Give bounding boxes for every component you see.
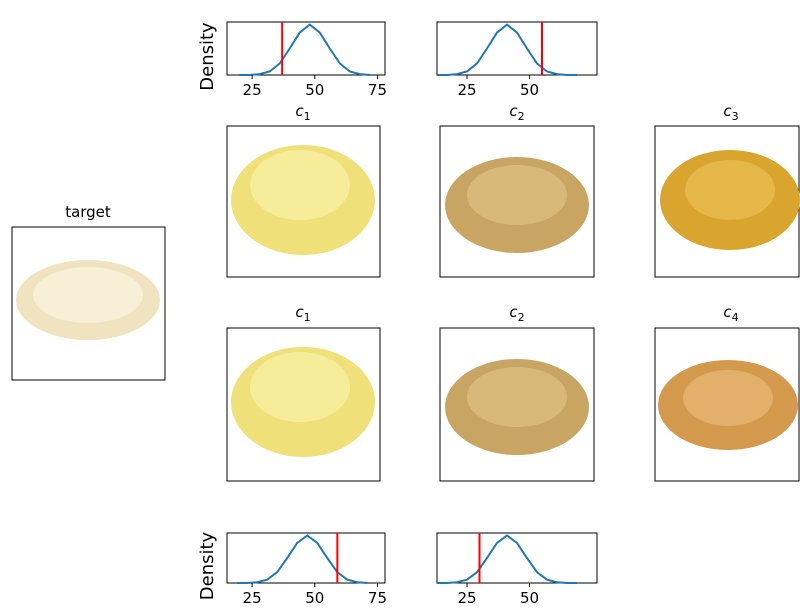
x-tick-label: 25 xyxy=(457,81,476,99)
y-axis-label: Density xyxy=(197,22,218,91)
symbol: c xyxy=(509,303,518,321)
popcorn xyxy=(33,267,143,323)
x-tick-label: 75 xyxy=(368,81,387,99)
density-line xyxy=(239,23,371,76)
chips xyxy=(250,150,350,220)
chips xyxy=(250,352,350,422)
index: 2 xyxy=(518,311,525,324)
x-tick-label: 50 xyxy=(520,589,539,607)
symbol: c xyxy=(295,102,304,120)
x-tick-label: 25 xyxy=(243,589,262,607)
density-line xyxy=(437,534,577,584)
cashews xyxy=(683,370,773,426)
panel-label: c2 xyxy=(509,102,524,123)
panel-label: c1 xyxy=(295,303,310,324)
index: 1 xyxy=(304,311,311,324)
peanuts xyxy=(467,367,567,427)
x-tick-label: 75 xyxy=(368,589,387,607)
index: 4 xyxy=(732,311,739,324)
x-tick-label: 25 xyxy=(457,589,476,607)
peanuts xyxy=(467,165,567,225)
index: 1 xyxy=(304,110,311,123)
y-axis-label: Density xyxy=(197,531,218,600)
symbol: c xyxy=(295,303,304,321)
x-tick-label: 50 xyxy=(305,81,324,99)
plot-frame xyxy=(226,21,386,76)
x-tick-label: 50 xyxy=(520,81,539,99)
x-tick-label: 25 xyxy=(243,81,262,99)
tortilla-chips xyxy=(685,160,775,220)
index: 2 xyxy=(518,110,525,123)
x-tick-label: 50 xyxy=(305,589,324,607)
target-label: target xyxy=(65,203,111,221)
plot-frame xyxy=(436,532,598,584)
density-line xyxy=(437,23,577,76)
density-line xyxy=(237,534,368,584)
panel-label: c1 xyxy=(295,102,310,123)
plot-frame xyxy=(226,532,386,584)
panel-label: c3 xyxy=(723,102,738,123)
panel-label: c2 xyxy=(509,303,524,324)
index: 3 xyxy=(732,110,739,123)
symbol: c xyxy=(723,303,732,321)
symbol: c xyxy=(509,102,518,120)
symbol: c xyxy=(723,102,732,120)
panel-label: c4 xyxy=(723,303,738,324)
plot-frame xyxy=(436,21,598,76)
